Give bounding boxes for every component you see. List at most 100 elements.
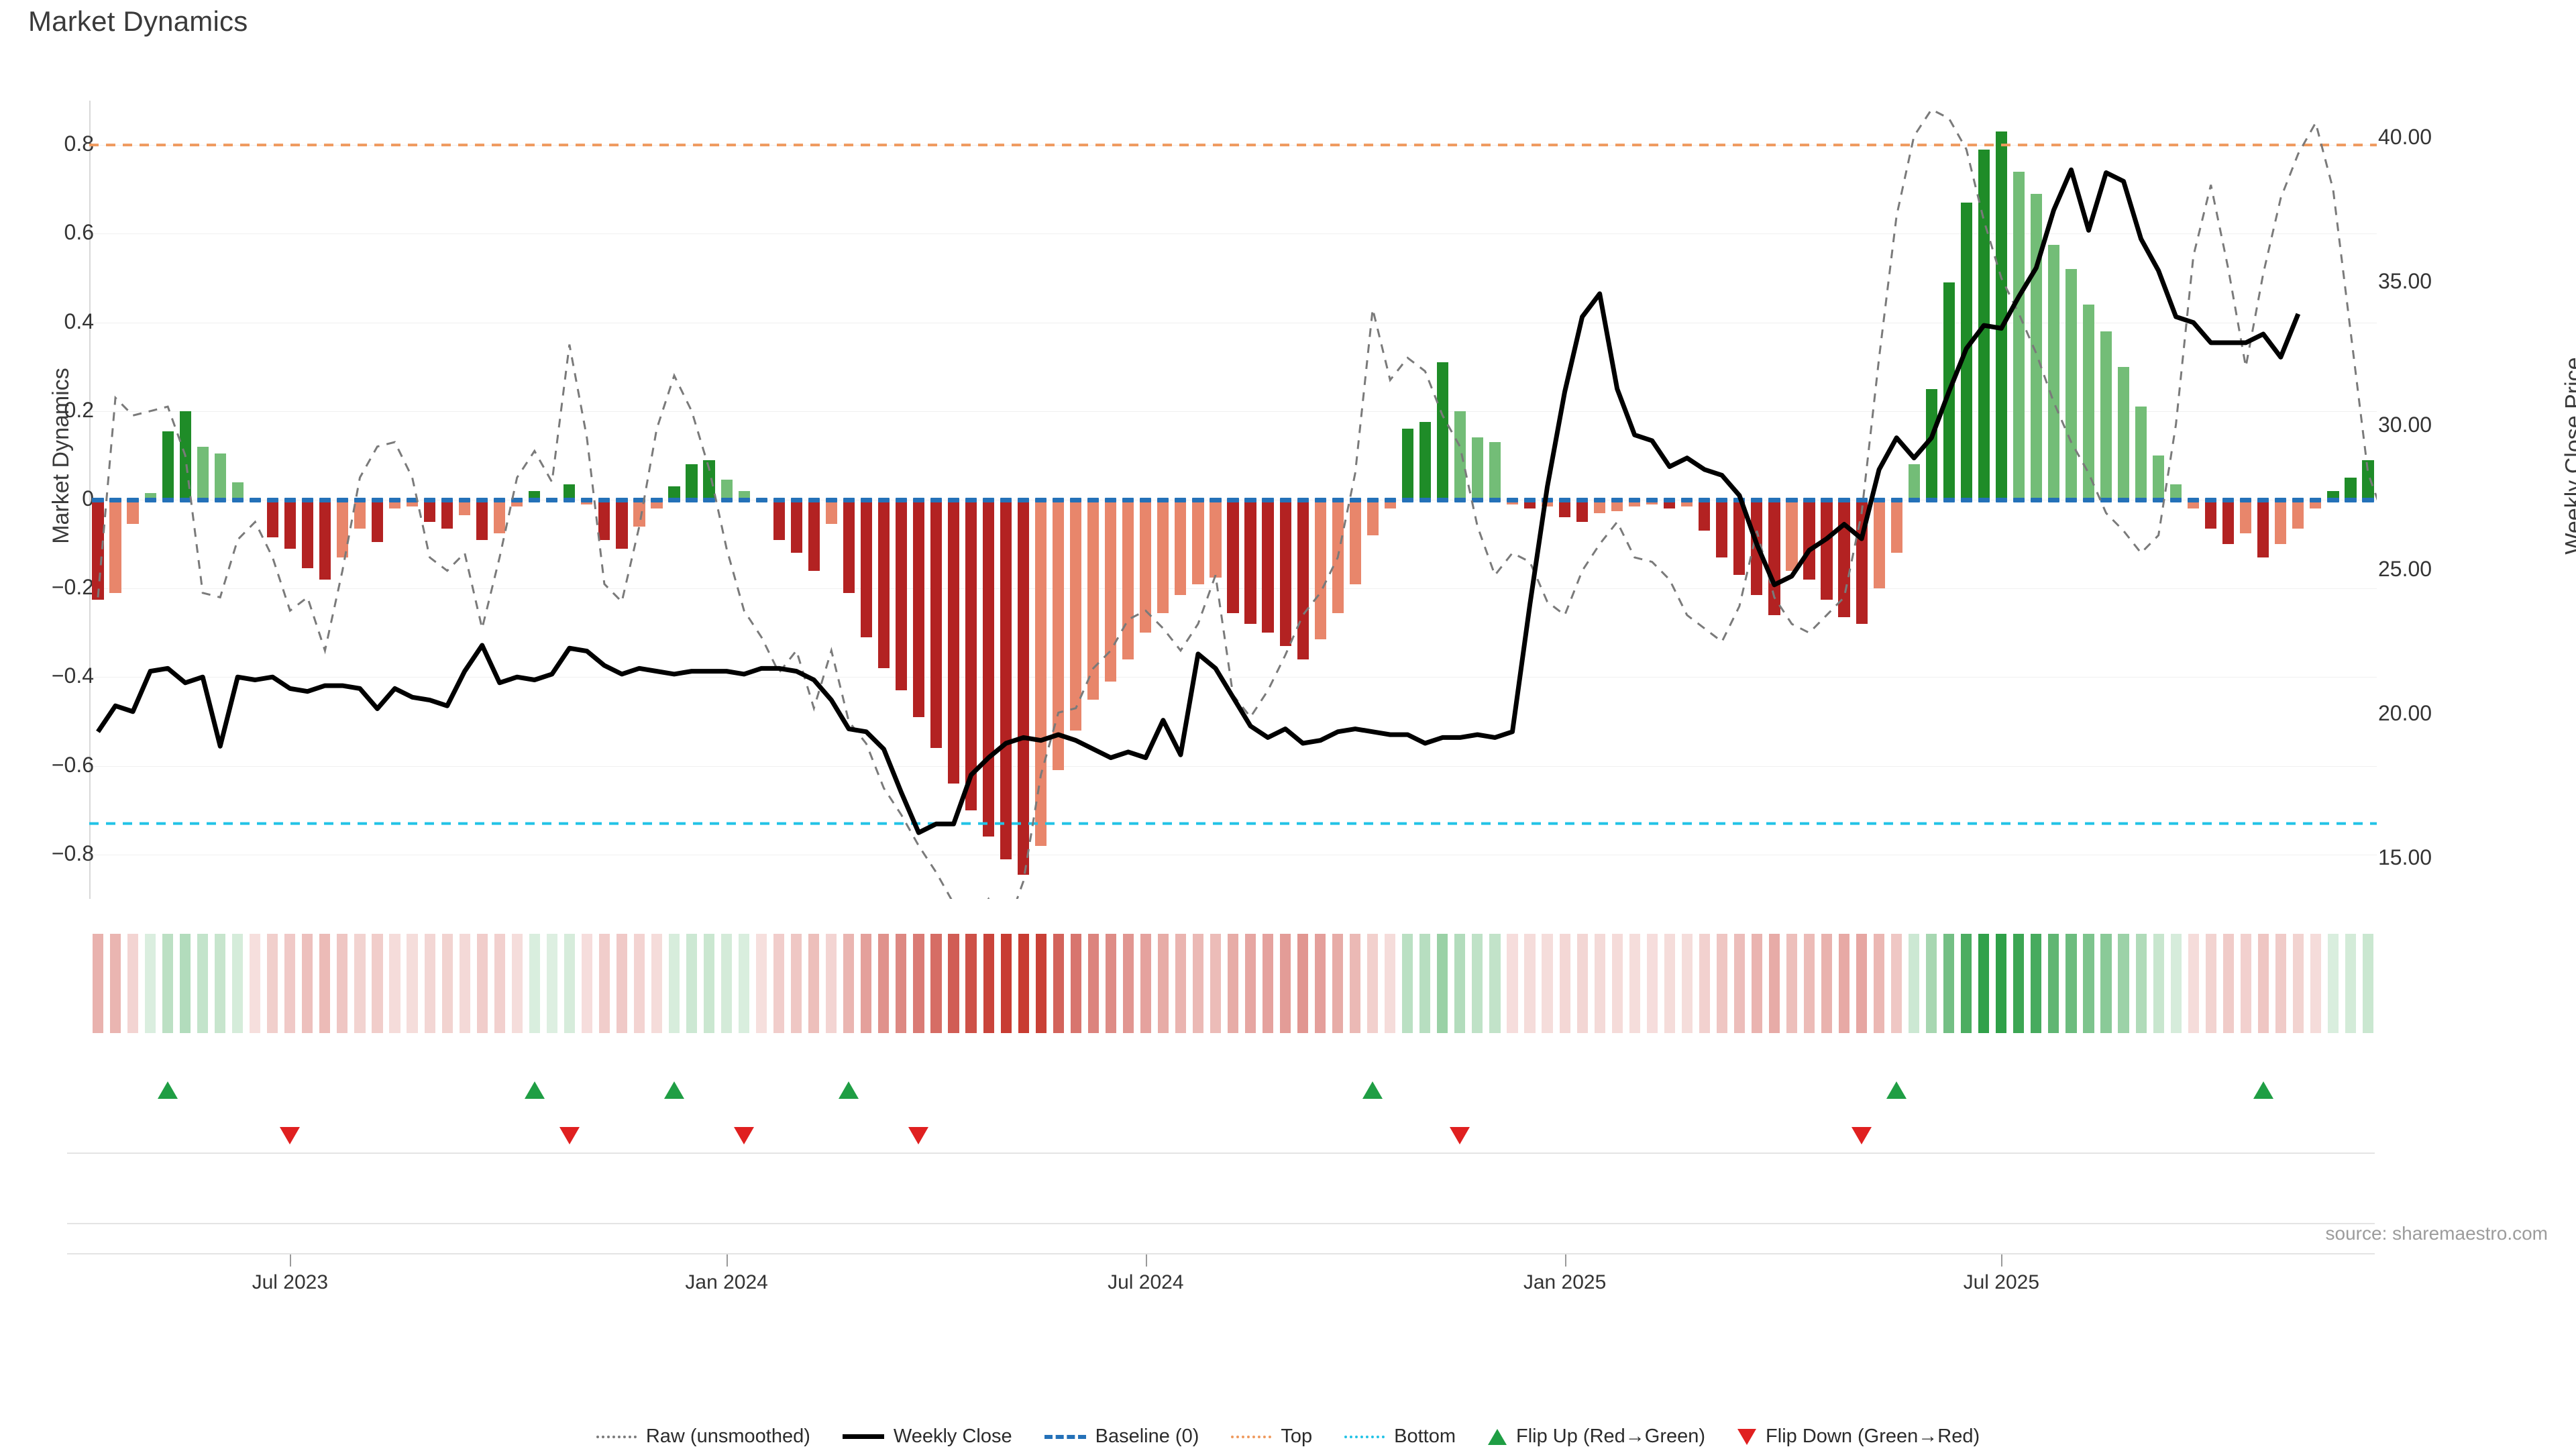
- left-tick-label: −0.2: [51, 575, 94, 600]
- baseline-segment: [703, 498, 715, 502]
- baseline-segment: [1140, 498, 1152, 502]
- bar: [1227, 500, 1239, 613]
- baseline-segment: [2257, 498, 2269, 502]
- baseline-segment: [1349, 498, 1361, 502]
- regime-strip-cell: [1419, 934, 1431, 1033]
- legend-item-4: Bottom: [1344, 1426, 1456, 1448]
- baseline-segment: [2047, 498, 2060, 502]
- left-tick-label: −0.8: [51, 841, 94, 865]
- baseline-segment: [616, 498, 628, 502]
- baseline-segment: [2362, 498, 2374, 502]
- baseline-segment: [1314, 498, 1326, 502]
- baseline-segment: [2188, 498, 2200, 502]
- regime-strip-cell: [1367, 934, 1379, 1033]
- bar: [1925, 388, 1937, 500]
- baseline-segment: [424, 498, 436, 502]
- bar: [319, 500, 331, 580]
- x-tick-label: Jul 2023: [252, 1271, 329, 1293]
- baseline-segment: [441, 498, 453, 502]
- right-tick-label: 30.00: [2378, 413, 2432, 437]
- bar: [1262, 500, 1274, 633]
- baseline-segment: [1541, 498, 1554, 502]
- bar: [1140, 500, 1152, 633]
- baseline-segment: [877, 498, 890, 502]
- left-tick-label: −0.6: [51, 752, 94, 777]
- regime-strip-cell: [407, 934, 418, 1033]
- bar: [1279, 500, 1291, 647]
- bar: [1838, 500, 1850, 618]
- regime-strip-cell: [2065, 934, 2077, 1033]
- baseline-segment: [1611, 498, 1623, 502]
- regime-strip-cell: [2345, 934, 2356, 1033]
- baseline-segment: [2135, 498, 2147, 502]
- baseline-segment: [1908, 498, 1920, 502]
- regime-strip-cell: [1122, 934, 1134, 1033]
- baseline-segment: [2345, 498, 2357, 502]
- bar: [686, 464, 698, 500]
- bar: [1576, 500, 1589, 523]
- baseline-segment: [808, 498, 820, 502]
- baseline-segment: [371, 498, 384, 502]
- baseline-segment: [197, 498, 209, 502]
- regime-strip-cell: [913, 934, 924, 1033]
- regime-strip-cell: [1629, 934, 1640, 1033]
- legend-label: Top: [1281, 1426, 1313, 1447]
- regime-strip-cell: [511, 934, 523, 1033]
- baseline-segment: [2327, 498, 2339, 502]
- x-tick-mark: [727, 1254, 729, 1267]
- bar: [912, 500, 925, 717]
- baseline-segment: [947, 498, 960, 502]
- regime-strip-cell: [1664, 934, 1675, 1033]
- bar: [2012, 171, 2025, 500]
- baseline-segment: [214, 498, 226, 502]
- baseline-segment: [581, 498, 593, 502]
- baseline-segment: [1995, 498, 2007, 502]
- baseline-segment: [2222, 498, 2235, 502]
- regime-strip-cell: [965, 934, 977, 1033]
- bar: [2240, 500, 2252, 533]
- bar: [1297, 500, 1309, 659]
- baseline-segment: [546, 498, 558, 502]
- bar: [197, 446, 209, 500]
- regime-strip-cell: [1332, 934, 1344, 1033]
- legend-label: Flip Up (Red→Green): [1516, 1426, 1706, 1447]
- baseline-segment: [388, 498, 401, 502]
- baseline-segment: [1227, 498, 1239, 502]
- bar: [1471, 437, 1483, 500]
- bar: [1175, 500, 1187, 596]
- baseline-segment: [179, 498, 191, 502]
- bar: [2222, 500, 2235, 545]
- baseline-segment: [2153, 498, 2165, 502]
- regime-strip-cell: [232, 934, 244, 1033]
- bar: [371, 500, 384, 542]
- bar: [1751, 500, 1763, 596]
- bar: [1349, 500, 1361, 584]
- baseline-segment: [336, 498, 349, 502]
- bar: [2030, 193, 2042, 500]
- baseline-segment: [1629, 498, 1641, 502]
- bar: [284, 500, 296, 549]
- regime-strip-cell: [1244, 934, 1256, 1033]
- bar: [92, 500, 104, 600]
- baseline-segment: [1506, 498, 1519, 502]
- bar: [633, 500, 645, 527]
- regime-strip-cell: [1507, 934, 1518, 1033]
- bar: [1733, 500, 1746, 576]
- right-axis-label: Weekly Close Price: [2561, 357, 2576, 555]
- regime-strip-cell: [721, 934, 733, 1033]
- regime-strip-cell: [1594, 934, 1605, 1033]
- baseline-segment: [476, 498, 488, 502]
- regime-strip-cell: [145, 934, 156, 1033]
- flip-down-marker: [1450, 1127, 1470, 1144]
- bar: [773, 500, 785, 540]
- regime-strip-cell: [1437, 934, 1448, 1033]
- regime-strip-cell: [2170, 934, 2182, 1033]
- baseline-segment: [1105, 498, 1117, 502]
- bar: [1244, 500, 1256, 625]
- regime-strip-cell: [197, 934, 209, 1033]
- left-tick-label: 0.8: [64, 131, 94, 156]
- right-tick-label: 25.00: [2378, 557, 2432, 582]
- divider-line-1: [67, 1152, 2375, 1154]
- regime-strip-cell: [215, 934, 226, 1033]
- regime-strip-cell: [267, 934, 278, 1033]
